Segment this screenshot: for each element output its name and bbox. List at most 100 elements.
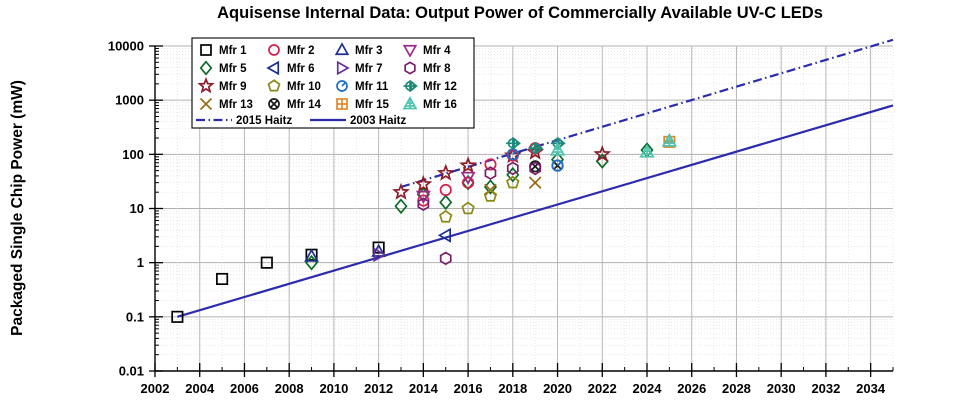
marker-circle (268, 44, 280, 56)
y-tick-label: 1 (137, 255, 144, 270)
marker-circle-arrow (528, 141, 544, 155)
x-tick-label: 2016 (454, 381, 483, 396)
marker-pentagon (483, 188, 498, 202)
legend-item-mfr-4[interactable]: Mfr 4 (402, 44, 451, 58)
marker-star (197, 76, 215, 94)
marker-cross (199, 97, 213, 111)
x-tick-label: 2022 (588, 381, 617, 396)
series-mfr-7 (373, 247, 387, 263)
x-tick-label: 2026 (677, 381, 706, 396)
marker-circle-slash (336, 80, 348, 92)
marker-star (392, 182, 410, 200)
legend-item-mfr-11[interactable]: Mfr 11 (336, 80, 389, 93)
marker-triangle-grid (402, 96, 418, 110)
marker-triangle-down (402, 44, 418, 58)
legend-label: Mfr 12 (423, 81, 457, 93)
y-tick-label: 10 (130, 201, 144, 216)
series-mfr-3 (304, 243, 387, 262)
marker-circle (439, 183, 452, 197)
marker-hexagon (506, 161, 519, 176)
marker-triangle-grid (549, 141, 566, 156)
legend-item-mfr-8[interactable]: Mfr 8 (404, 61, 451, 75)
legend-item-mfr-12[interactable]: Mfr 12 (403, 79, 457, 93)
legend-item-mfr-15[interactable]: Mfr 15 (336, 98, 389, 111)
x-tick-label: 2018 (498, 381, 527, 396)
y-tick-label: 1000 (115, 93, 144, 108)
axis-lines (154, 46, 893, 372)
legend-item-mfr-1[interactable]: Mfr 1 (200, 44, 247, 57)
y-tick-label: 0.1 (126, 309, 144, 324)
y-tick-label: 100 (122, 147, 144, 162)
marker-hexagon (529, 161, 542, 176)
legend-label: Mfr 2 (287, 45, 314, 57)
legend-label: Mfr 5 (219, 63, 247, 75)
marker-square (171, 310, 184, 323)
marker-triangle-down (460, 171, 476, 186)
legend-label: 2003 Haitz (350, 115, 407, 127)
x-tick-label: 2028 (722, 381, 751, 396)
legend-item-mfr-6[interactable]: Mfr 6 (266, 60, 314, 76)
marker-pentagon (461, 201, 475, 215)
legend-item-mfr-7[interactable]: Mfr 7 (336, 60, 383, 76)
legend-label: Mfr 6 (287, 63, 314, 75)
marker-circle-arrow (403, 79, 418, 93)
x-tick-label: 2034 (856, 381, 886, 396)
marker-pentagon (267, 79, 281, 92)
legend-box (191, 37, 475, 129)
trend-line-2003-haitz (177, 104, 894, 318)
x-tick-label: 2008 (275, 381, 304, 396)
marker-hexagon (404, 61, 416, 75)
series-mfr-10 (439, 175, 520, 223)
marker-triangle-up (334, 42, 350, 56)
y-tick-label: 0.01 (119, 364, 144, 379)
marker-square (200, 44, 212, 56)
legend-label: Mfr 13 (219, 99, 253, 111)
series-mfr-16 (549, 132, 678, 158)
legend-item-mfr-2[interactable]: Mfr 2 (268, 44, 314, 57)
x-tick-label: 2014 (409, 381, 439, 396)
series-mfr-4 (415, 171, 476, 204)
legend-label: Mfr 7 (355, 63, 382, 75)
legend-item-mfr-3[interactable]: Mfr 3 (334, 42, 382, 57)
marker-circle-cross (268, 98, 280, 110)
y-axis-title: Packaged Single Chip Power (mW) (9, 80, 26, 336)
legend-label: Mfr 9 (219, 81, 246, 93)
x-tick-label: 2006 (230, 381, 259, 396)
marker-star (593, 144, 612, 162)
legend-item-mfr-13[interactable]: Mfr 13 (199, 97, 253, 112)
marker-triangle-down (415, 190, 431, 204)
x-tick-label: 2020 (543, 381, 572, 396)
x-axis-tick-labels: 2002 2004 2006 2008 2010 2012 2014 2016 2018 2020… (141, 381, 886, 396)
series-mfr-8 (417, 161, 542, 266)
legend-item-2015-haitz[interactable]: 2015 Haitz (196, 115, 293, 127)
marker-diamond (199, 60, 213, 76)
marker-triangle-left (266, 60, 280, 76)
marker-hexagon (439, 251, 452, 266)
legend-item-mfr-16[interactable]: Mfr 16 (402, 96, 457, 111)
marker-triangle-grid (661, 132, 678, 147)
series-mfr-6 (437, 227, 451, 243)
marker-circle-arrow (506, 137, 521, 150)
legend-label: Mfr 15 (355, 99, 389, 111)
legend-item-mfr-14[interactable]: Mfr 14 (268, 98, 321, 111)
marker-triangle-up (371, 243, 387, 257)
marker-hexagon (484, 166, 497, 180)
marker-star (414, 174, 433, 192)
marker-triangle-grid (639, 143, 655, 158)
x-tick-label: 2002 (141, 381, 170, 396)
legend-item-mfr-5[interactable]: Mfr 5 (199, 60, 247, 76)
marker-diamond (394, 198, 408, 215)
x-tick-label: 2030 (767, 381, 796, 396)
legend-item-mfr-10[interactable]: Mfr 10 (267, 79, 321, 93)
data-points (171, 132, 678, 323)
legend-item-2003-haitz[interactable]: 2003 Haitz (310, 115, 407, 127)
legend-label: Mfr 10 (287, 81, 321, 93)
legend-item-mfr-9[interactable]: Mfr 9 (197, 76, 247, 94)
marker-cross (528, 176, 542, 189)
marker-diamond (439, 194, 453, 211)
legend-label: Mfr 14 (287, 99, 321, 111)
marker-diamond (461, 174, 475, 191)
marker-triangle-up (304, 248, 319, 262)
